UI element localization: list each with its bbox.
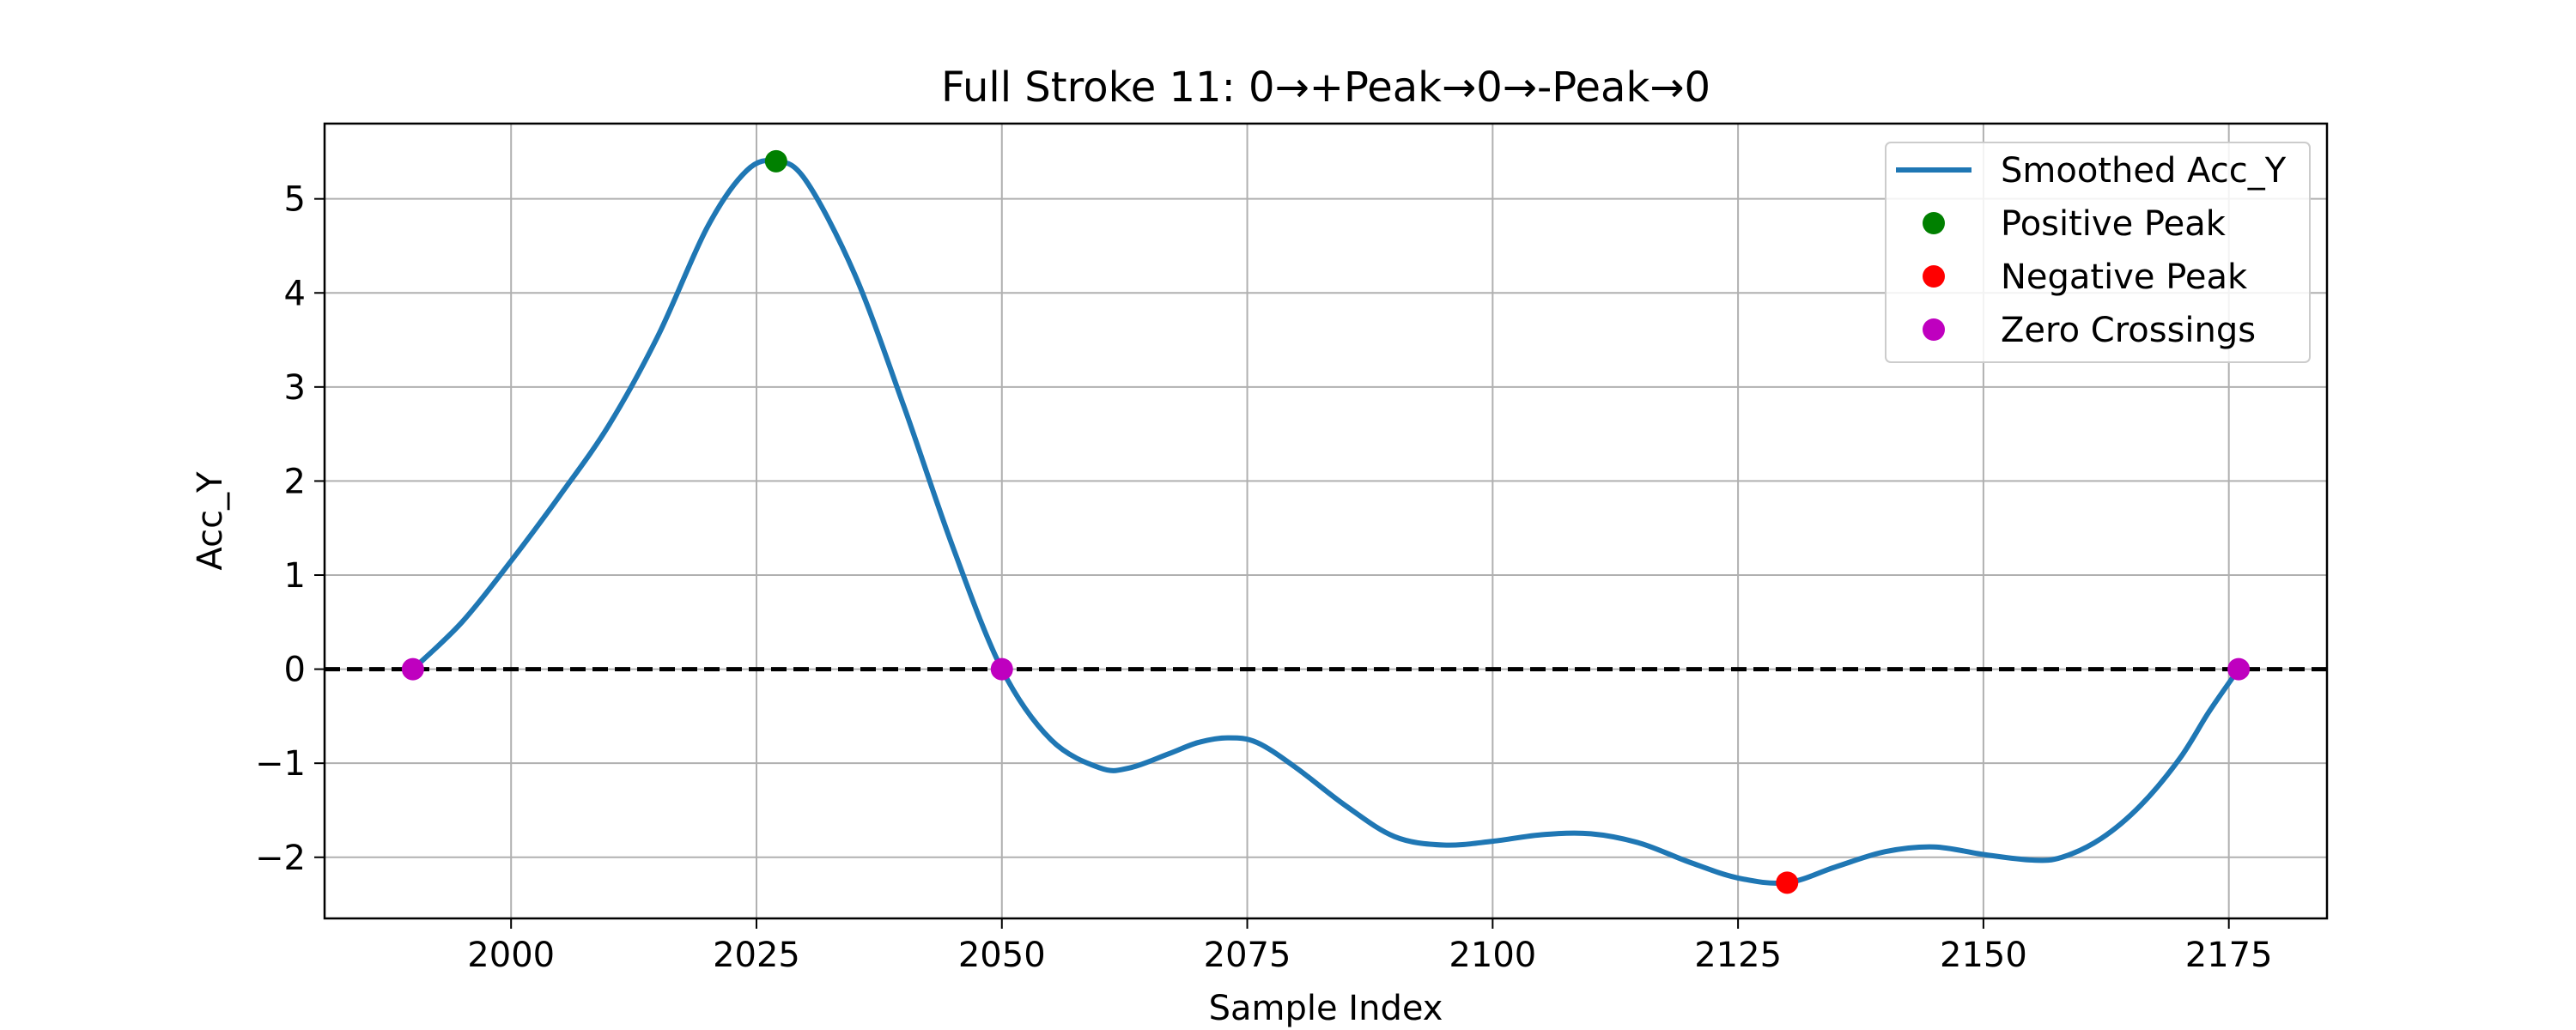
x-tick-label: 2025 — [713, 936, 800, 975]
y-tick-label: 4 — [284, 274, 306, 313]
y-tick-label: 3 — [284, 368, 306, 408]
legend-label-negative-peak: Negative Peak — [2001, 258, 2248, 297]
y-tick-label: 1 — [284, 556, 306, 596]
x-tick-label: 2175 — [2185, 936, 2273, 975]
y-tick-label: 2 — [284, 462, 306, 501]
y-tick-label: 5 — [284, 180, 306, 220]
ticks-group: 2000 2025 2050 2075 2100 2125 2150 2175 −2 −1 0 1 2 3… — [255, 180, 2273, 975]
marker-negative-peak — [1776, 871, 1799, 894]
legend-box — [1885, 142, 2311, 363]
marker-positive-peak — [764, 149, 787, 173]
legend-swatch-negative-peak — [1923, 265, 1945, 288]
marker-zero-crossings — [990, 657, 1013, 681]
x-tick-label: 2125 — [1694, 936, 1782, 975]
series-group — [410, 157, 2241, 886]
legend-swatch-positive-peak — [1923, 212, 1945, 234]
legend-swatch-zero-crossings — [1923, 318, 1945, 341]
legend-label-positive-peak: Positive Peak — [2001, 204, 2227, 244]
legend-label-zero-crossings: Zero Crossings — [2001, 311, 2256, 350]
x-tick-label: 2075 — [1204, 936, 1291, 975]
y-tick-label: −1 — [255, 744, 306, 784]
x-tick-label: 2000 — [467, 936, 555, 975]
legend: Smoothed Acc_Y Positive Peak Negative Peak… — [1885, 142, 2311, 363]
y-tick-label: 0 — [284, 651, 306, 690]
markers-group — [401, 149, 2251, 894]
x-tick-label: 2100 — [1449, 936, 1536, 975]
chart-title: Full Stroke 11: 0→+Peak→0→-Peak→0 — [941, 64, 1710, 112]
marker-zero-crossings — [2227, 657, 2251, 681]
plot-frame — [323, 122, 2329, 920]
x-tick-label: 2050 — [958, 936, 1046, 975]
x-axis-label: Sample Index — [1209, 989, 1443, 1028]
marker-zero-crossings — [401, 657, 424, 681]
y-tick-label: −2 — [255, 839, 306, 878]
legend-label-smoothed-acc_y: Smoothed Acc_Y — [2001, 151, 2287, 191]
series-line-smoothed-acc-y — [410, 157, 2241, 886]
x-tick-label: 2150 — [1940, 936, 2027, 975]
y-axis-label: Acc_Y — [191, 471, 230, 571]
